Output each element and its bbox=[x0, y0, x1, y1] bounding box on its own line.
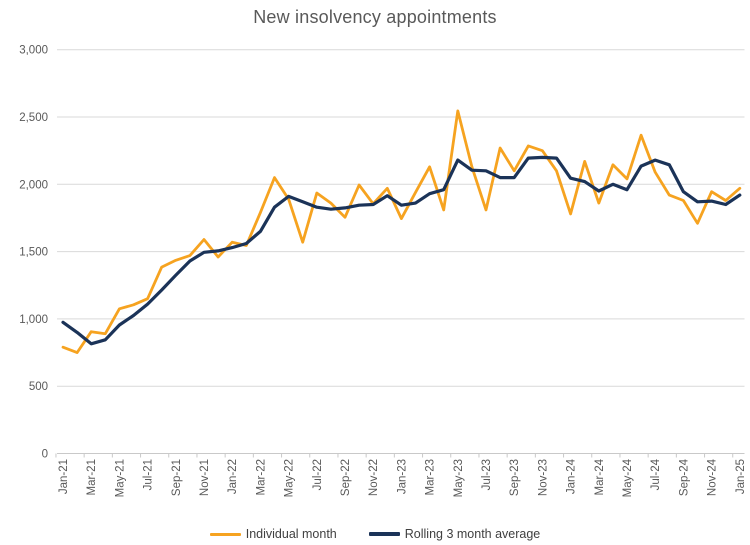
x-tick-label: Jan-21 bbox=[58, 459, 70, 494]
x-tick-label: Nov-23 bbox=[537, 459, 549, 496]
legend: Individual month Rolling 3 month average bbox=[0, 524, 750, 544]
x-tick-label: May-24 bbox=[622, 458, 634, 497]
series-line-individual-month bbox=[61, 109, 742, 355]
legend-item-rolling-average: Rolling 3 month average bbox=[368, 527, 541, 541]
y-axis-labels: 0 500 1,000 1,500 2,000 2,500 3,000 bbox=[19, 45, 48, 461]
x-tick-label: Sep-24 bbox=[678, 458, 690, 496]
y-tick-label: 2,500 bbox=[19, 112, 48, 124]
y-tick-label: 1,500 bbox=[19, 247, 48, 259]
x-tick-label: May-21 bbox=[114, 459, 126, 497]
x-tick-label: Sep-21 bbox=[171, 459, 183, 496]
y-tick-label: 2,000 bbox=[19, 179, 48, 191]
x-axis-labels: Jan-21 Mar-21 May-21 Jul-21 Sep-21 Nov-21 Jan-… bbox=[58, 458, 747, 497]
legend-swatch-individual-month bbox=[209, 532, 241, 536]
y-tick-label: 0 bbox=[42, 449, 48, 461]
x-tick-label: Mar-24 bbox=[594, 458, 606, 495]
gridlines bbox=[57, 49, 745, 454]
x-tick-label: Jan-25 bbox=[735, 459, 747, 494]
y-tick-label: 3,000 bbox=[19, 45, 48, 57]
chart-title: New insolvency appointments bbox=[253, 7, 497, 27]
x-tick-label: Jul-22 bbox=[312, 459, 324, 490]
x-tick-label: Jul-24 bbox=[650, 458, 662, 490]
x-tick-label: Jan-24 bbox=[566, 458, 578, 494]
legend-label-individual-month: Individual month bbox=[245, 527, 337, 541]
x-tick-label: Nov-21 bbox=[199, 459, 211, 496]
x-tick-label: Nov-24 bbox=[707, 458, 719, 496]
x-tick-label: Mar-22 bbox=[255, 459, 267, 495]
legend-label-rolling-average: Rolling 3 month average bbox=[404, 527, 541, 541]
x-tick-label: Jul-23 bbox=[481, 459, 493, 490]
y-tick-label: 500 bbox=[29, 381, 48, 393]
x-tick-label: Nov-22 bbox=[368, 459, 380, 496]
x-tick-label: Sep-23 bbox=[509, 459, 521, 496]
y-tick-label: 1,000 bbox=[19, 314, 48, 326]
x-tick-label: Jan-23 bbox=[396, 459, 408, 494]
x-tick-label: May-22 bbox=[284, 459, 296, 497]
x-tick-label: Mar-21 bbox=[86, 459, 98, 495]
x-tick-label: Sep-22 bbox=[340, 459, 352, 496]
x-tick-label: Mar-23 bbox=[425, 459, 437, 495]
legend-swatch-rolling-average bbox=[368, 532, 400, 536]
x-tick-label: Jul-21 bbox=[143, 459, 155, 490]
plot-area: 0 500 1,000 1,500 2,000 2,500 3,000 Jan-21 Mar-2… bbox=[19, 45, 747, 498]
x-tick-label: May-23 bbox=[453, 459, 465, 497]
legend-item-individual-month: Individual month bbox=[209, 527, 337, 541]
x-tick-label: Jan-22 bbox=[227, 459, 239, 494]
series-line-rolling-3-month-average bbox=[61, 155, 742, 346]
x-axis-ticks bbox=[55, 453, 734, 458]
